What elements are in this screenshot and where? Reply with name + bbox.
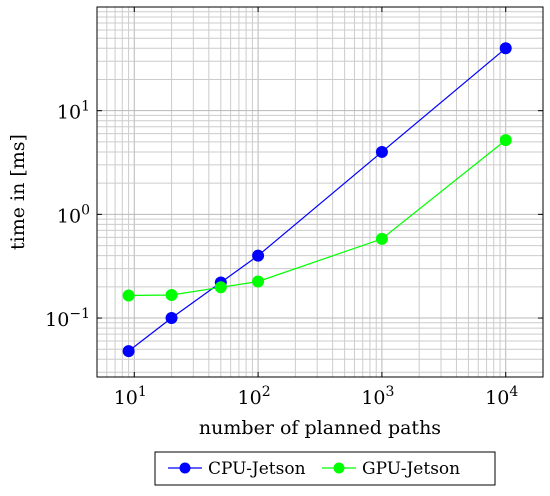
data-point-cpu-jetson [375,145,388,158]
legend-label-gpu-jetson: GPU-Jetson [362,459,460,479]
series-layer [122,42,512,358]
x-axis-title: number of planned paths [199,417,441,439]
x-tick-label: 102 [238,384,271,409]
grid-layer [96,6,544,377]
legend-marker-cpu-jetson [179,462,191,474]
legend-marker-gpu-jetson [333,462,345,474]
series-line-gpu-jetson [128,139,507,297]
data-point-gpu-jetson [252,275,265,288]
y-tick-label: 10−1 [45,306,90,331]
x-tick-label: 101 [114,384,147,409]
legend-label-cpu-jetson: CPU-Jetson [208,459,306,479]
data-point-gpu-jetson [375,232,388,245]
data-point-gpu-jetson [122,289,135,302]
data-point-cpu-jetson [122,345,135,358]
x-tick-label: 103 [361,384,394,409]
y-tick-label: 101 [57,99,90,124]
y-tick-label: 100 [57,202,90,227]
legend: CPU-Jetson GPU-Jetson [154,451,496,486]
data-point-cpu-jetson [252,249,265,262]
data-point-gpu-jetson [214,281,227,294]
data-point-cpu-jetson [165,312,178,325]
data-point-cpu-jetson [499,42,512,55]
y-axis-title: time in [ms] [7,134,29,250]
series-line-cpu-jetson [128,47,507,352]
plot-frame [96,6,544,378]
x-tick-label: 104 [485,384,518,409]
data-point-gpu-jetson [165,288,178,301]
data-point-gpu-jetson [499,134,512,147]
axis-layer: 101 102 103 104 10−1 100 101 [45,7,543,409]
